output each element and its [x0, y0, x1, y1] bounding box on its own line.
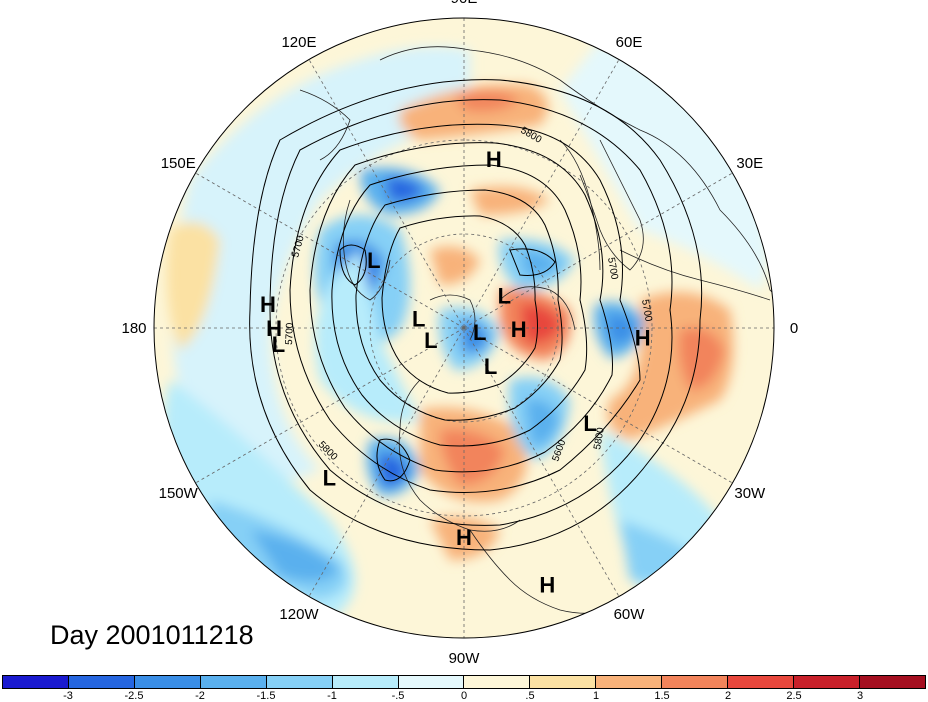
color-bar	[2, 675, 926, 689]
color-bar-swatch	[794, 676, 860, 688]
color-bar-swatch	[596, 676, 663, 688]
longitude-label: 120E	[281, 34, 316, 51]
polar-stereographic-map: 5800 5700 5700 5700 5700 5800 5600 5800 …	[121, 0, 798, 667]
low-pressure-marker: L	[367, 248, 380, 273]
low-pressure-marker: L	[473, 320, 486, 345]
low-pressure-marker: L	[424, 328, 437, 353]
map-border	[153, 17, 775, 639]
color-bar-tick-label: -3	[63, 690, 73, 702]
color-bar-tick-label: 3	[856, 690, 864, 702]
longitude-label: 0	[790, 320, 798, 337]
high-pressure-marker: H	[539, 572, 555, 597]
color-bar-tick-label: 1	[592, 690, 600, 702]
color-bar-tick-label: 2	[724, 690, 732, 702]
color-bar-swatch	[134, 676, 201, 688]
contour-label: 5800	[592, 426, 607, 450]
low-pressure-marker: L	[583, 411, 596, 436]
low-pressure-marker: L	[412, 306, 425, 331]
high-pressure-marker: H	[456, 525, 472, 550]
color-bar-swatch	[530, 676, 597, 688]
contour-label: 5700	[284, 322, 296, 345]
height-contours	[249, 79, 703, 551]
color-bar-swatch	[464, 676, 531, 688]
color-bar-tick-label: .5	[525, 690, 535, 702]
color-bar-tick-label: 1.5	[654, 690, 670, 702]
map-title: Day 2001011218	[50, 620, 254, 650]
high-pressure-marker: H	[486, 147, 502, 172]
high-pressure-marker: H	[266, 316, 282, 341]
longitude-label: 60E	[616, 34, 643, 51]
color-bar-tick-label: -2	[195, 690, 205, 702]
color-bar-ticks: -3 -2.5 -2 -1.5 -1 -.5 0 .5 1 1.5 2 2.5 3	[2, 690, 926, 702]
graticule	[154, 18, 774, 638]
low-pressure-marker: L	[498, 283, 511, 308]
longitude-label: 150E	[161, 155, 196, 172]
low-pressure-marker: L	[484, 354, 497, 379]
high-pressure-marker: H	[511, 317, 527, 342]
longitude-label: 30W	[734, 485, 766, 502]
high-pressure-marker: H	[635, 325, 651, 350]
color-bar-tick-label: 2.5	[786, 690, 802, 702]
contour-label: 5700	[605, 257, 620, 281]
longitude-labels: 90E 60E 30E 0 30W 60W 90W 120W 150W 180 150E 120E	[121, 0, 798, 667]
high-pressure-marker: H	[260, 292, 276, 317]
color-bar-tick-label: -.5	[391, 690, 405, 702]
longitude-label: 180	[121, 320, 146, 337]
longitude-label: 60W	[614, 606, 646, 623]
color-bar-swatch	[3, 676, 69, 688]
low-pressure-marker: L	[272, 332, 285, 357]
color-bar-tick-label: -1	[327, 690, 337, 702]
color-bar-swatch	[728, 676, 795, 688]
low-pressure-marker: L	[323, 466, 336, 491]
color-bar-swatch	[662, 676, 729, 688]
longitude-label: 90E	[451, 0, 478, 7]
color-bar-swatch	[200, 676, 267, 688]
color-bar-swatch	[68, 676, 135, 688]
color-bar-swatch	[266, 676, 333, 688]
color-bar-tick-label: -1.5	[256, 690, 276, 702]
longitude-label: 150W	[159, 485, 199, 502]
color-bar-swatch	[398, 676, 465, 688]
color-bar-swatch	[859, 676, 925, 688]
longitude-label: 30E	[736, 155, 763, 172]
contour-label: 5700	[639, 299, 654, 323]
longitude-label: 90W	[449, 650, 481, 667]
color-bar-tick-label: -2.5	[124, 690, 144, 702]
longitude-label: 120W	[279, 606, 319, 623]
color-bar-swatch	[332, 676, 399, 688]
color-bar-tick-label: 0	[460, 690, 468, 702]
